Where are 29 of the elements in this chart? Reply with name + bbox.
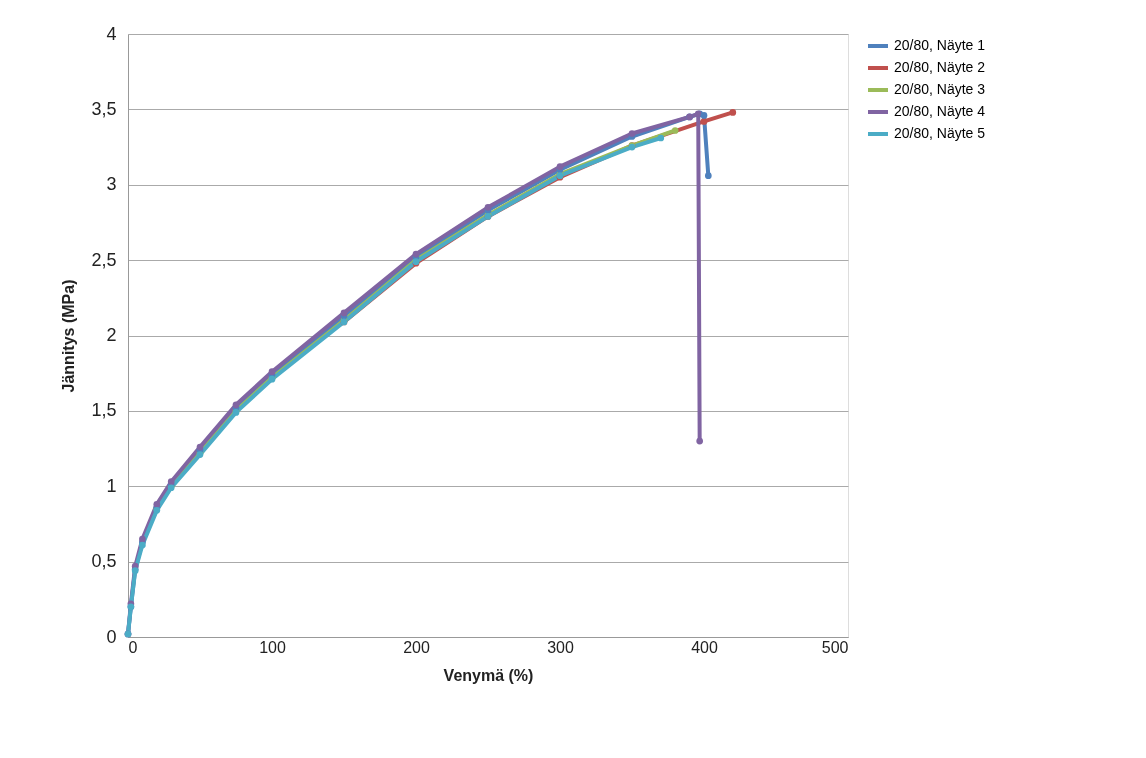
x-tick-label: 200	[403, 638, 430, 656]
point	[729, 109, 737, 116]
y-tick-label: 3,5	[91, 98, 117, 119]
y-tick-label: 1	[106, 475, 117, 496]
x-axis-title: Venymä (%)	[443, 666, 534, 684]
point	[704, 172, 712, 180]
legend-label: 20/80, Näyte 5	[894, 125, 986, 141]
y-tick-label: 3	[106, 174, 117, 195]
y-tick-label: 0,5	[91, 551, 117, 572]
legend-label: 20/80, Näyte 4	[894, 103, 986, 119]
point	[657, 134, 665, 142]
y-tick-label: 1,5	[91, 400, 117, 421]
x-tick-label: 100	[259, 638, 286, 656]
x-tick-label: 500	[821, 638, 849, 656]
legend-label: 20/80, Näyte 1	[894, 37, 986, 53]
point	[700, 112, 708, 119]
y-tick-label: 2	[106, 325, 117, 345]
point	[700, 118, 708, 125]
legend-label: 20/80, Näyte 2	[894, 59, 986, 75]
x-tick-label: 300	[547, 638, 574, 656]
point	[153, 500, 161, 508]
y-tick-label: 2,5	[91, 249, 117, 270]
y-axis-title: Jännitys (MPa)	[60, 279, 78, 393]
legend-label: 20/80, Näyte 3	[894, 81, 986, 97]
x-tick-label: 0	[128, 638, 138, 656]
x-tick-label: 400	[691, 638, 718, 656]
y-tick-label: 4	[106, 23, 117, 44]
point	[671, 127, 679, 134]
point	[696, 437, 704, 445]
